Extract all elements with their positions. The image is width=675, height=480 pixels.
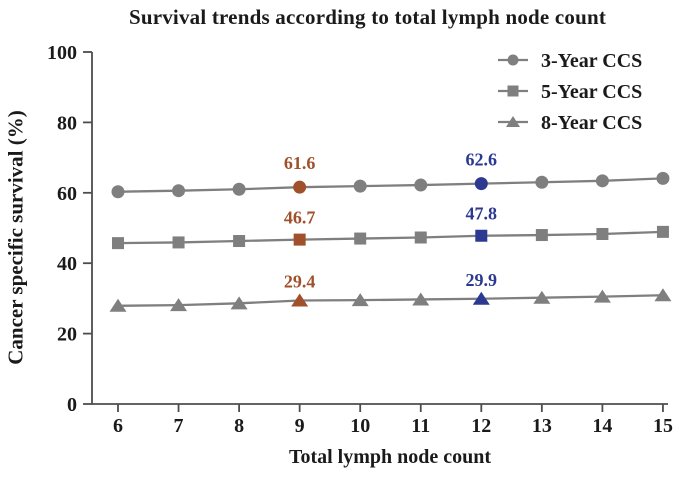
y-tick-label: 20 <box>57 324 77 346</box>
annotation-label-8-year-ccs-x9: 29.4 <box>284 272 316 292</box>
x-axis-title: Total lymph node count <box>288 446 492 468</box>
legend-item-8-year-ccs: 8-Year CCS <box>498 112 642 134</box>
y-tick-label: 40 <box>57 253 77 275</box>
marker-square-5-year-ccs-x15 <box>656 225 669 238</box>
legend-label: 5-Year CCS <box>541 81 642 103</box>
legend-label: 8-Year CCS <box>541 112 642 134</box>
x-tick-label: 15 <box>653 415 673 437</box>
marker-square-5-year-ccs-x12 <box>475 229 488 242</box>
legend-item-5-year-ccs: 5-Year CCS <box>498 81 642 103</box>
series-line-3-year-ccs <box>117 177 663 193</box>
annotation-label-5-year-ccs-x9: 46.7 <box>284 208 316 228</box>
marker-triangle-8-year-ccs-x7 <box>170 298 188 312</box>
y-tick-label: 60 <box>57 183 77 205</box>
marker-circle-3-year-ccs-x7 <box>172 184 186 198</box>
x-tick-label: 8 <box>234 415 244 437</box>
marker-circle-3-year-ccs-x12 <box>474 177 488 191</box>
marker-triangle-8-year-ccs-x10 <box>351 293 369 307</box>
marker-triangle-8-year-ccs-x8 <box>230 296 248 310</box>
marker-square-5-year-ccs-x9 <box>293 233 306 246</box>
legend-item-3-year-ccs: 3-Year CCS <box>498 50 642 72</box>
x-tick-label: 9 <box>295 415 305 437</box>
chart-title: Survival trends according to total lymph… <box>128 5 607 29</box>
marker-circle-3-year-ccs-x15 <box>656 171 670 185</box>
marker-triangle-8-year-ccs-x9 <box>291 293 309 307</box>
x-tick-label: 11 <box>411 415 430 437</box>
x-tick-label: 13 <box>532 415 552 437</box>
legend-label: 3-Year CCS <box>541 50 642 72</box>
marker-circle-3-year-ccs-x9 <box>293 180 307 194</box>
x-tick-label: 7 <box>174 415 184 437</box>
marker-circle-3-year-ccs-x11 <box>414 178 428 192</box>
annotation-label-3-year-ccs-x9: 61.6 <box>284 153 316 173</box>
marker-triangle-8-year-ccs-x12 <box>472 291 490 305</box>
marker-square-5-year-ccs-x14 <box>596 227 609 240</box>
y-tick-label: 100 <box>47 42 77 64</box>
x-tick-label: 14 <box>592 415 612 437</box>
annotation-label-5-year-ccs-x12: 47.8 <box>466 204 498 224</box>
series-line-5-year-ccs <box>117 230 663 245</box>
marker-square-5-year-ccs-x10 <box>354 232 367 245</box>
marker-square-5-year-ccs-x7 <box>172 236 185 249</box>
marker-triangle-8-year-ccs-x14 <box>593 289 611 303</box>
legend-square-marker-icon <box>507 85 519 97</box>
x-tick-label: 6 <box>113 415 123 437</box>
marker-triangle-8-year-ccs-x15 <box>654 288 672 302</box>
annotation-label-8-year-ccs-x12: 29.9 <box>466 270 498 290</box>
x-tick-label: 12 <box>471 415 491 437</box>
marker-square-5-year-ccs-x8 <box>233 235 246 248</box>
x-tick-label: 10 <box>350 415 370 437</box>
legend-circle-marker-icon <box>507 54 519 66</box>
legend-triangle-marker-icon <box>506 116 520 127</box>
marker-triangle-8-year-ccs-x11 <box>412 292 430 306</box>
marker-square-5-year-ccs-x13 <box>535 229 548 242</box>
axes-line <box>91 52 668 405</box>
marker-circle-3-year-ccs-x6 <box>111 185 125 199</box>
marker-square-5-year-ccs-x6 <box>112 237 124 250</box>
y-tick-label: 0 <box>67 394 77 416</box>
marker-circle-3-year-ccs-x8 <box>232 182 246 196</box>
annotation-label-3-year-ccs-x12: 62.6 <box>466 150 498 170</box>
marker-circle-3-year-ccs-x13 <box>535 175 549 189</box>
marker-triangle-8-year-ccs-x6 <box>109 298 127 312</box>
series-line-8-year-ccs <box>117 294 663 307</box>
marker-triangle-8-year-ccs-x13 <box>533 290 551 304</box>
marker-circle-3-year-ccs-x14 <box>595 174 609 188</box>
y-tick-label: 80 <box>57 112 77 134</box>
marker-square-5-year-ccs-x11 <box>414 231 427 244</box>
marker-circle-3-year-ccs-x10 <box>353 179 367 193</box>
